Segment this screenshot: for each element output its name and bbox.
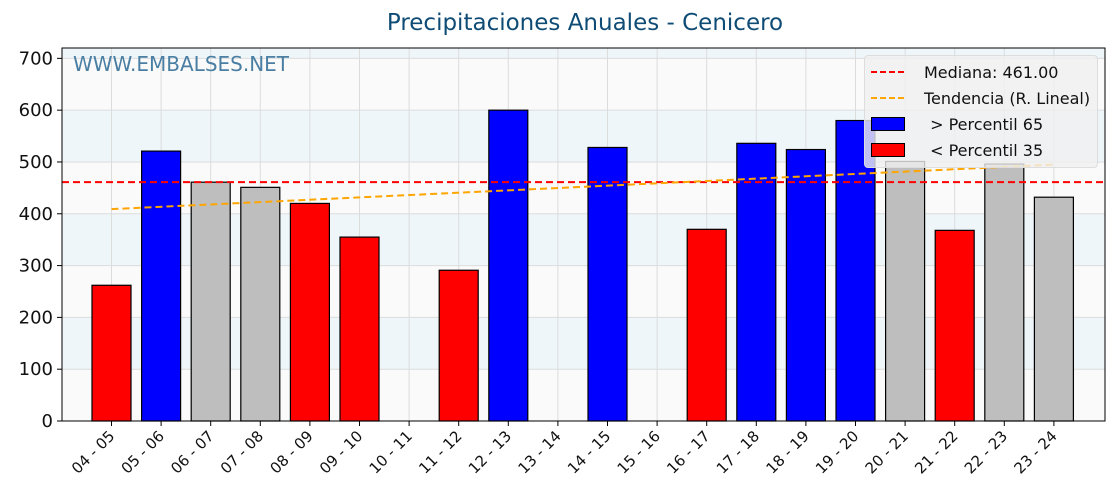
svg-text:10 - 11: 10 - 11 bbox=[366, 427, 416, 477]
svg-text:300: 300 bbox=[19, 256, 53, 277]
chart-title: Precipitaciones Anuales - Cenicero bbox=[386, 10, 784, 36]
legend-label: Mediana: 461.00 bbox=[924, 62, 1059, 82]
svg-text:700: 700 bbox=[19, 48, 53, 69]
svg-text:600: 600 bbox=[19, 100, 53, 121]
svg-text:07 - 08: 07 - 08 bbox=[217, 427, 267, 477]
bar-21-22 bbox=[934, 229, 975, 422]
svg-text:19 - 20: 19 - 20 bbox=[812, 427, 862, 477]
svg-text:09 - 10: 09 - 10 bbox=[316, 427, 366, 477]
bar-05-06 bbox=[141, 150, 182, 422]
svg-text:11 - 12: 11 - 12 bbox=[415, 427, 465, 477]
bar-11-12 bbox=[438, 269, 479, 422]
legend-label: < Percentil 35 bbox=[925, 140, 1044, 160]
svg-text:20 - 21: 20 - 21 bbox=[862, 427, 912, 477]
svg-text:12 - 13: 12 - 13 bbox=[465, 427, 515, 477]
svg-text:23 - 24: 23 - 24 bbox=[1010, 427, 1060, 477]
svg-text:0: 0 bbox=[42, 411, 53, 432]
bar-22-23 bbox=[984, 163, 1025, 422]
legend-item-low: < Percentil 35 bbox=[865, 137, 1043, 163]
legend: Mediana: 461.00 Tendencia (R. Lineal) > … bbox=[864, 55, 1098, 168]
legend-item-median: Mediana: 461.00 bbox=[865, 59, 1058, 85]
watermark: WWW.EMBALSES.NET bbox=[73, 52, 290, 76]
svg-text:08 - 09: 08 - 09 bbox=[266, 427, 316, 477]
svg-text:04 - 05: 04 - 05 bbox=[68, 427, 118, 477]
color-swatch-icon bbox=[871, 117, 905, 131]
bar-18-19 bbox=[785, 148, 827, 422]
svg-text:16 - 17: 16 - 17 bbox=[663, 427, 713, 477]
svg-text:18 - 19: 18 - 19 bbox=[762, 427, 812, 477]
svg-text:21 - 22: 21 - 22 bbox=[911, 427, 961, 477]
svg-text:200: 200 bbox=[19, 307, 53, 328]
bar-08-09 bbox=[289, 202, 330, 422]
bar-20-21 bbox=[884, 160, 926, 422]
svg-text:400: 400 bbox=[19, 204, 53, 225]
bar-16-17 bbox=[686, 228, 727, 422]
bar-04-05 bbox=[91, 284, 132, 422]
bar-12-13 bbox=[488, 109, 529, 422]
dashed-line-icon bbox=[871, 71, 904, 73]
legend-label: > Percentil 65 bbox=[925, 114, 1044, 134]
legend-label: Tendencia (R. Lineal) bbox=[924, 88, 1091, 108]
svg-text:22 - 23: 22 - 23 bbox=[961, 427, 1011, 477]
bar-09-10 bbox=[339, 236, 380, 422]
svg-text:100: 100 bbox=[19, 359, 53, 380]
bar-19-20 bbox=[835, 119, 876, 422]
svg-text:15 - 16: 15 - 16 bbox=[614, 427, 664, 477]
color-swatch-icon bbox=[871, 143, 905, 157]
bar-23-24 bbox=[1033, 196, 1075, 422]
svg-text:17 - 18: 17 - 18 bbox=[713, 427, 763, 477]
bar-17-18 bbox=[736, 142, 777, 422]
legend-item-high: > Percentil 65 bbox=[865, 111, 1043, 137]
svg-text:500: 500 bbox=[19, 152, 53, 173]
bar-14-15 bbox=[587, 146, 628, 422]
legend-item-trend: Tendencia (R. Lineal) bbox=[865, 85, 1090, 111]
svg-text:06 - 07: 06 - 07 bbox=[167, 427, 217, 477]
svg-text:14 - 15: 14 - 15 bbox=[564, 427, 614, 477]
svg-text:05 - 06: 05 - 06 bbox=[118, 427, 168, 477]
bar-06-07 bbox=[190, 181, 231, 422]
svg-text:13 - 14: 13 - 14 bbox=[514, 427, 564, 477]
bar-07-08 bbox=[240, 186, 281, 422]
dashed-line-icon bbox=[871, 97, 904, 99]
